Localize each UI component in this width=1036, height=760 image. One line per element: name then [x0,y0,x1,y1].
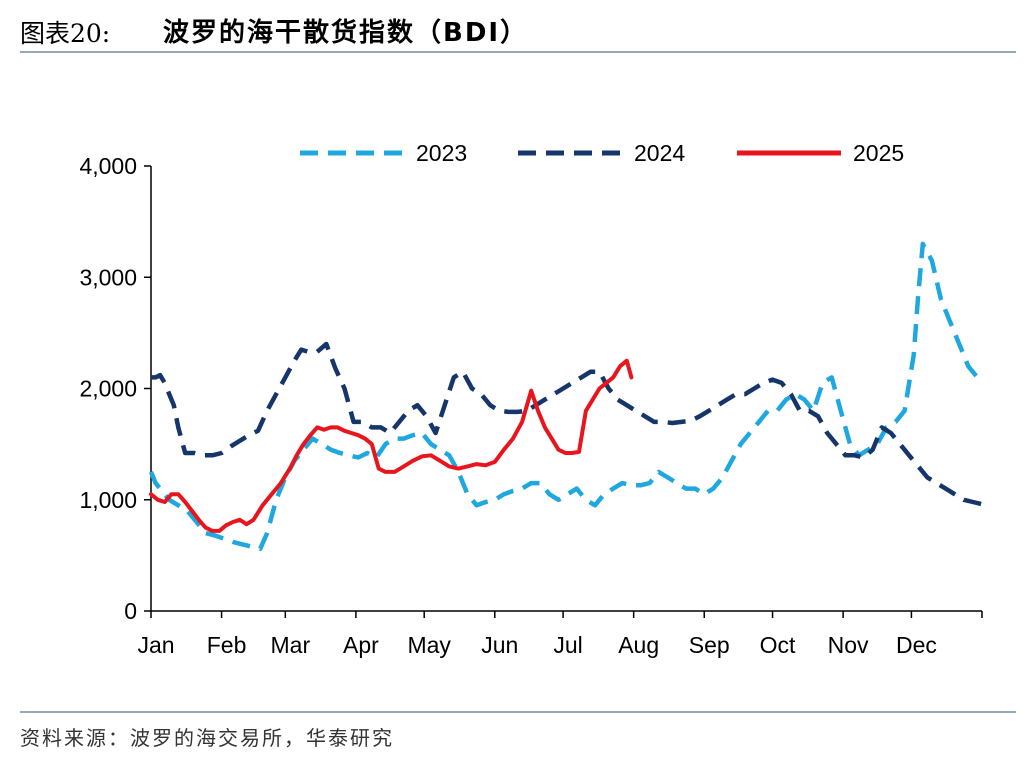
series-line-2025 [149,358,634,533]
series-layer [148,241,983,551]
x-tick-label: Jun [481,632,518,658]
x-tick-label: Jul [553,632,582,658]
y-tick-label: 3,000 [79,264,137,290]
legend-label-2024: 2024 [634,140,685,166]
x-tick-label: Dec [896,632,937,658]
y-tick-label: 0 [124,598,137,624]
figure-number: 图表20: [20,19,111,48]
x-tick-label: Feb [207,632,247,658]
series-line-2024 [151,341,983,507]
series-line-2023 [148,241,980,551]
bottom-rule [20,711,1016,713]
x-tick-label: Aug [618,632,659,658]
x-tick-label: Sep [689,632,730,658]
x-tick-label: Oct [760,632,796,658]
title-bar: 图表20: 波罗的海干散货指数（BDI） [20,12,1016,52]
x-tick-label: Mar [271,632,311,658]
y-tick-label: 2,000 [79,376,137,402]
x-tick-label: May [407,632,451,658]
legend-label-2025: 2025 [853,140,904,166]
x-tick-label: Nov [828,632,869,658]
page-title: 波罗的海干散货指数（BDI） [163,18,529,48]
legend-label-2023: 2023 [416,140,467,166]
y-tick-label: 4,000 [79,153,137,179]
chart-legend: 2023 2024 2025 [300,140,904,166]
chart-axes: 0 1,000 2,000 3,000 4,000 Jan Feb Mar Apr May Jun J… [79,153,983,658]
source-note: 资料来源：波罗的海交易所，华泰研究 [20,726,394,750]
y-tick-label: 1,000 [79,487,137,513]
x-tick-label: Apr [343,632,379,658]
x-tick-label: Jan [137,632,174,658]
top-rule [20,51,1016,53]
